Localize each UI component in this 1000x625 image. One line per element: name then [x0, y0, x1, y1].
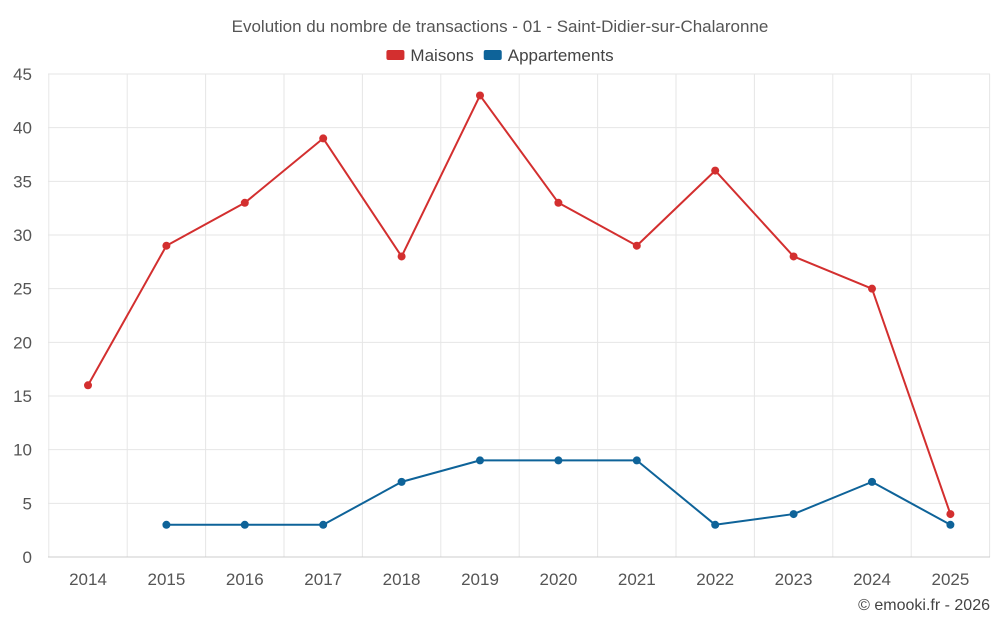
data-point[interactable]	[162, 520, 171, 529]
data-point[interactable]	[868, 477, 876, 486]
data-point[interactable]	[319, 520, 328, 529]
data-point[interactable]	[476, 456, 484, 465]
data-point[interactable]	[946, 520, 955, 529]
y-tick-label: 5	[23, 494, 32, 513]
y-tick-label: 15	[13, 387, 32, 406]
data-point[interactable]	[789, 510, 798, 519]
legend-item-maisons[interactable]: Maisons	[386, 46, 474, 65]
data-point[interactable]	[240, 198, 249, 207]
data-point[interactable]	[946, 510, 955, 519]
x-tick-label: 2015	[147, 570, 185, 589]
y-tick-label: 25	[13, 280, 32, 299]
data-point[interactable]	[632, 456, 641, 465]
data-point[interactable]	[868, 284, 876, 293]
x-tick-label: 2025	[931, 570, 969, 589]
y-tick-label: 10	[13, 441, 32, 460]
data-point[interactable]	[476, 91, 484, 100]
data-point[interactable]	[397, 252, 406, 261]
series-line	[87, 94, 952, 515]
x-tick-label: 2017	[304, 570, 342, 589]
data-point[interactable]	[162, 241, 171, 250]
y-axis: 0 5 10 15 20 25 30 35 40 45	[13, 65, 32, 567]
legend-swatch	[483, 50, 502, 60]
legend-swatch	[386, 50, 405, 60]
x-axis: 2014 2015 2016 2017 2018 2019 2020 2021 2022 2023…	[69, 570, 969, 589]
series-appartements	[162, 456, 955, 529]
y-tick-label: 20	[13, 333, 32, 352]
x-tick-label: 2024	[853, 570, 891, 589]
legend: Maisons Appartements	[386, 46, 614, 65]
y-tick-label: 30	[13, 226, 32, 245]
data-point[interactable]	[397, 477, 406, 486]
x-tick-label: 2021	[618, 570, 656, 589]
grid	[48, 73, 991, 558]
data-point[interactable]	[632, 241, 641, 250]
chart-title: Evolution du nombre de transactions - 01…	[232, 17, 769, 36]
x-tick-label: 2019	[461, 570, 499, 589]
y-tick-label: 35	[13, 172, 32, 191]
series-layer	[84, 91, 955, 529]
data-point[interactable]	[240, 520, 249, 529]
x-tick-label: 2022	[696, 570, 734, 589]
data-point[interactable]	[711, 166, 720, 175]
data-point[interactable]	[554, 456, 563, 465]
data-point[interactable]	[84, 381, 92, 390]
credit-text: © emooki.fr - 2026	[858, 597, 990, 614]
y-tick-label: 45	[13, 65, 32, 84]
data-point[interactable]	[711, 520, 720, 529]
data-point[interactable]	[554, 198, 563, 207]
y-tick-label: 40	[13, 119, 32, 138]
legend-label: Maisons	[410, 46, 473, 65]
x-tick-label: 2014	[69, 570, 107, 589]
data-point[interactable]	[319, 134, 328, 143]
legend-label: Appartements	[508, 46, 614, 65]
x-tick-label: 2023	[775, 570, 813, 589]
legend-item-appartements[interactable]: Appartements	[483, 46, 614, 65]
x-tick-label: 2020	[539, 570, 577, 589]
data-point[interactable]	[789, 252, 798, 261]
y-tick-label: 0	[23, 548, 32, 567]
x-tick-label: 2016	[226, 570, 264, 589]
series-maisons	[84, 91, 955, 519]
x-tick-label: 2018	[383, 570, 421, 589]
